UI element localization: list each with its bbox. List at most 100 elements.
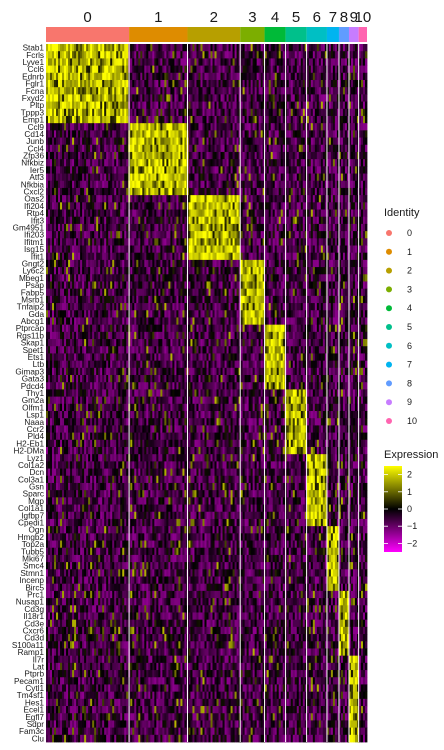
heatmap-cell bbox=[108, 87, 111, 95]
heatmap-cell bbox=[100, 497, 103, 505]
heatmap-cell bbox=[50, 288, 53, 297]
heatmap-cell bbox=[108, 540, 111, 549]
heatmap-cell bbox=[76, 252, 79, 261]
heatmap-cell bbox=[56, 670, 59, 678]
heatmap-cell bbox=[64, 684, 67, 693]
heatmap-cell bbox=[60, 619, 63, 628]
heatmap-cell bbox=[118, 727, 121, 736]
heatmap-cell bbox=[90, 526, 93, 534]
heatmap-cell bbox=[96, 267, 99, 275]
heatmap-cell bbox=[118, 180, 121, 189]
heatmap-cell bbox=[74, 51, 77, 59]
heatmap-cell bbox=[70, 58, 73, 66]
heatmap-cell bbox=[146, 317, 149, 326]
heatmap-cell bbox=[84, 583, 87, 592]
heatmap-cell bbox=[126, 267, 129, 275]
heatmap-cell bbox=[72, 115, 75, 124]
heatmap-cell bbox=[96, 79, 99, 88]
heatmap-cell bbox=[102, 403, 105, 412]
heatmap-cell bbox=[124, 187, 127, 196]
heatmap-cell bbox=[56, 231, 59, 239]
heatmap-cell bbox=[122, 159, 125, 167]
heatmap-cell bbox=[132, 713, 135, 721]
heatmap-cell bbox=[90, 324, 93, 333]
heatmap-cell bbox=[64, 554, 67, 563]
heatmap-cell bbox=[142, 159, 145, 167]
heatmap-cell bbox=[122, 180, 125, 189]
heatmap-cell bbox=[64, 303, 67, 311]
heatmap-cell bbox=[78, 518, 81, 527]
heatmap-cell bbox=[58, 734, 61, 743]
heatmap-cell bbox=[144, 339, 147, 347]
heatmap-cell bbox=[120, 303, 123, 311]
heatmap-cell bbox=[122, 562, 125, 570]
heatmap-cell bbox=[134, 504, 137, 513]
heatmap-cell bbox=[136, 295, 139, 304]
heatmap-cell bbox=[54, 101, 57, 110]
heatmap-cell bbox=[106, 274, 109, 282]
heatmap-cell bbox=[100, 130, 103, 138]
heatmap-cell bbox=[118, 295, 121, 304]
heatmap-cell bbox=[106, 533, 109, 541]
heatmap-cell bbox=[112, 288, 115, 297]
heatmap-cell bbox=[124, 382, 127, 390]
heatmap-cell bbox=[92, 432, 95, 441]
heatmap-cell bbox=[96, 576, 99, 585]
heatmap-cell bbox=[68, 267, 71, 275]
heatmap-cell bbox=[48, 252, 51, 261]
heatmap-cell bbox=[66, 446, 69, 455]
heatmap-cell bbox=[106, 382, 109, 390]
heatmap-cell bbox=[64, 648, 67, 657]
heatmap-cell bbox=[120, 87, 123, 95]
heatmap-cell bbox=[136, 605, 139, 613]
heatmap-cell bbox=[134, 562, 137, 570]
heatmap-cell bbox=[82, 252, 85, 261]
heatmap-cell bbox=[136, 677, 139, 685]
heatmap-cell bbox=[102, 619, 105, 628]
heatmap-cell bbox=[74, 310, 77, 318]
heatmap-cell bbox=[104, 360, 107, 369]
heatmap-cell bbox=[106, 94, 109, 102]
heatmap-cell bbox=[66, 576, 69, 585]
heatmap-cell bbox=[132, 605, 135, 613]
heatmap-cell bbox=[90, 418, 93, 426]
heatmap-cell bbox=[98, 173, 101, 182]
heatmap-cell bbox=[114, 410, 117, 419]
heatmap-cell bbox=[64, 396, 67, 405]
heatmap-cell bbox=[136, 410, 139, 419]
heatmap-cell bbox=[124, 403, 127, 412]
heatmap-cell bbox=[138, 245, 141, 254]
heatmap-cell bbox=[90, 353, 93, 362]
heatmap-cell bbox=[94, 137, 97, 146]
heatmap-cell bbox=[84, 518, 87, 527]
heatmap-cell bbox=[110, 734, 113, 743]
heatmap-cell bbox=[80, 101, 83, 110]
heatmap-cell bbox=[116, 187, 119, 196]
heatmap-cell bbox=[138, 367, 141, 376]
heatmap-cell bbox=[140, 317, 143, 326]
heatmap-cell bbox=[132, 79, 135, 88]
heatmap-cell bbox=[98, 497, 101, 505]
heatmap-cell bbox=[112, 238, 115, 246]
heatmap-cell bbox=[144, 634, 147, 642]
heatmap-cell bbox=[106, 87, 109, 95]
heatmap-cell bbox=[132, 425, 135, 433]
heatmap-cell bbox=[144, 626, 147, 635]
heatmap-cell bbox=[138, 259, 141, 268]
heatmap-cell bbox=[120, 101, 123, 110]
heatmap-cell bbox=[114, 231, 117, 239]
heatmap-cell bbox=[130, 648, 133, 657]
heatmap-cell bbox=[100, 641, 103, 649]
heatmap-cell bbox=[80, 79, 83, 88]
heatmap-cell bbox=[66, 468, 69, 477]
heatmap-cell bbox=[74, 734, 77, 743]
heatmap-cell bbox=[48, 396, 51, 405]
heatmap-column bbox=[48, 44, 51, 743]
heatmap-cell bbox=[52, 151, 55, 160]
heatmap-cell bbox=[68, 403, 71, 412]
heatmap-cell bbox=[102, 598, 105, 606]
heatmap-cell bbox=[134, 144, 137, 153]
heatmap-cell bbox=[108, 187, 111, 196]
heatmap-cell bbox=[126, 410, 129, 419]
heatmap-cell bbox=[124, 173, 127, 182]
